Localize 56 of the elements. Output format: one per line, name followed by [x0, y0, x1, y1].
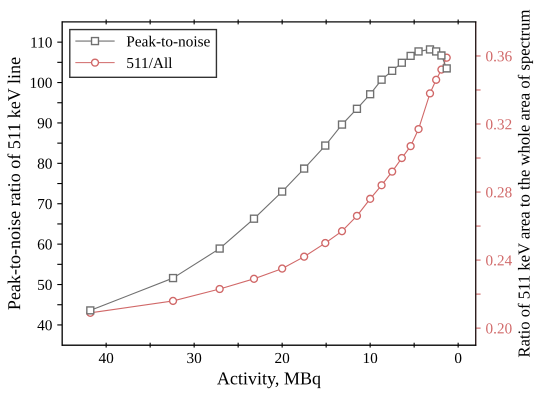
- y2-tick-label: 0.32: [486, 119, 512, 130]
- y2-axis-title: Ratio of 511 keV area to the whole area of spectrum: [518, 10, 534, 358]
- y-tick-label: 40: [37, 320, 52, 330]
- x-tick-label: 0: [454, 352, 462, 364]
- point: [278, 264, 286, 273]
- point: [414, 47, 423, 56]
- x-tick-label: 10: [364, 352, 378, 364]
- point: [432, 76, 440, 84]
- point: [406, 142, 415, 150]
- point: [388, 167, 396, 176]
- legend-label: 511/All: [127, 57, 172, 68]
- point: [398, 58, 406, 67]
- y-tick-label: 70: [38, 198, 52, 210]
- point: [366, 90, 374, 98]
- point: [216, 284, 224, 294]
- y2-tick-label: 0.24: [486, 255, 512, 266]
- point: [86, 306, 94, 315]
- point: [426, 89, 434, 98]
- point: [321, 238, 330, 248]
- y2-tick-label: 0.20: [486, 323, 512, 334]
- point: [406, 52, 415, 60]
- y-axis-title: Peak-to-noise ratio of 511 keV line: [7, 58, 20, 310]
- point: [250, 214, 258, 223]
- x-tick-label: 20: [275, 352, 290, 364]
- point: [338, 120, 346, 129]
- y-tick-label: 50: [38, 280, 52, 290]
- point: [250, 274, 258, 283]
- point: [377, 181, 386, 190]
- point: [216, 244, 224, 253]
- point: [352, 104, 362, 113]
- y-tick-label: 110: [31, 37, 52, 48]
- legend-label: Peak-to-noise: [126, 36, 210, 47]
- point: [352, 212, 362, 220]
- y-tick-label: 60: [38, 239, 52, 250]
- x-axis-title: Activity, MBq: [217, 372, 321, 388]
- y2-tick-label: 0.28: [486, 187, 512, 198]
- y-tick-label: 90: [38, 118, 52, 128]
- point: [442, 64, 451, 73]
- point: [414, 124, 423, 134]
- point: [398, 154, 406, 162]
- point: [338, 227, 346, 236]
- point: [300, 164, 308, 173]
- point: [321, 141, 330, 150]
- point: [388, 66, 396, 75]
- y2-tick-label: 0.36: [486, 51, 512, 62]
- x-tick-label: 30: [187, 352, 202, 364]
- point: [437, 51, 446, 60]
- x-tick-label: 40: [98, 352, 114, 364]
- point: [168, 296, 178, 306]
- point: [300, 252, 308, 261]
- y-tick-label: 80: [38, 158, 52, 169]
- point: [366, 194, 374, 204]
- point: [168, 274, 178, 282]
- point: [278, 187, 286, 196]
- point: [377, 76, 386, 84]
- y-tick-label: 100: [30, 78, 52, 88]
